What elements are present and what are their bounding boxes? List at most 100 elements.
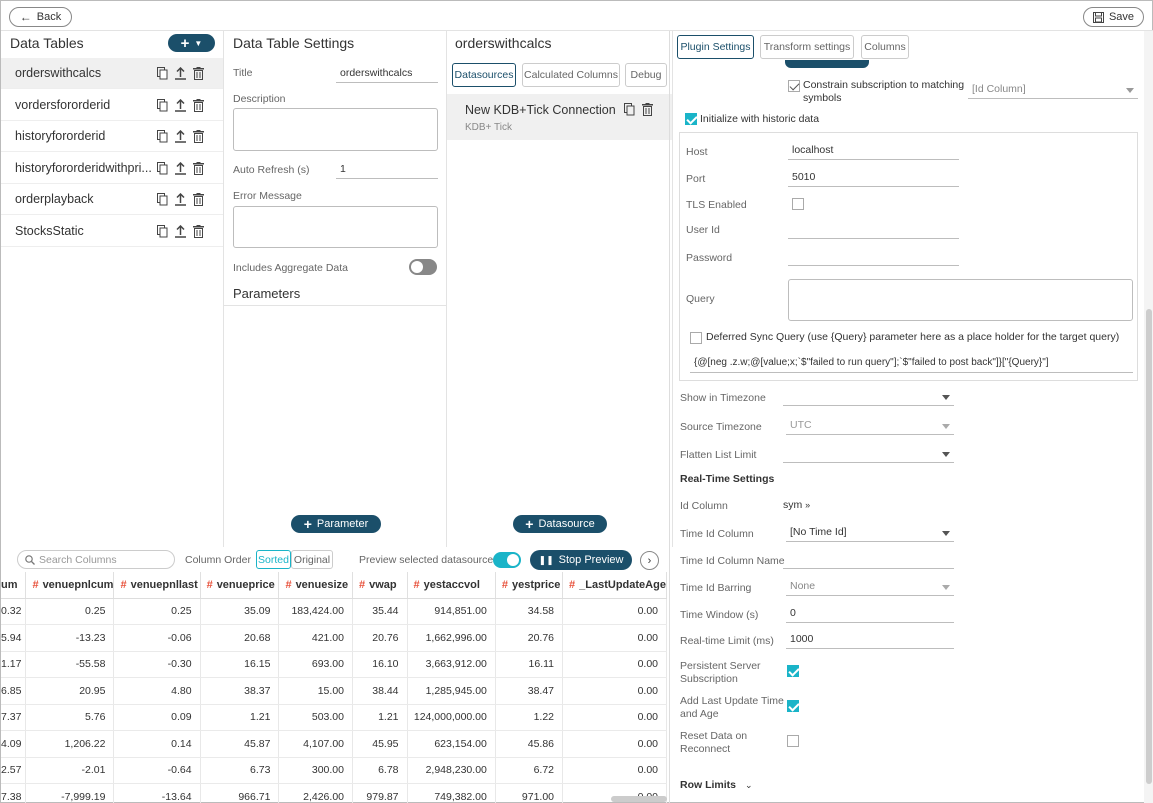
- back-button[interactable]: ← Back: [9, 7, 72, 27]
- save-button[interactable]: Save: [1083, 7, 1144, 27]
- id-column-select[interactable]: sym »: [783, 499, 810, 511]
- add-data-table-button[interactable]: + ▼: [168, 34, 215, 52]
- chevron-right-icon[interactable]: ›: [640, 551, 659, 570]
- copy-icon[interactable]: [157, 67, 168, 80]
- preview-toggle[interactable]: [493, 552, 521, 568]
- add-last-update-label: Add Last Update Time and Age: [680, 695, 784, 721]
- upload-icon[interactable]: [175, 161, 186, 175]
- table-row[interactable]: 7.37 5.76 0.09 1.21 503.00 1.21 124,000,000.00…: [1, 704, 667, 731]
- column-header[interactable]: # yestprice: [495, 572, 564, 599]
- password-input[interactable]: [788, 248, 959, 266]
- query-textarea[interactable]: [788, 279, 1133, 321]
- init-historic-checkbox[interactable]: [685, 113, 697, 125]
- constrain-id-column-select[interactable]: [Id Column]: [968, 81, 1138, 99]
- table-cell: 0.00: [562, 757, 667, 784]
- column-header[interactable]: # venueprice: [200, 572, 280, 599]
- flatten-select[interactable]: [783, 445, 954, 463]
- table-row[interactable]: 6.85 20.95 4.80 38.37 15.00 38.44 1,285,945.00…: [1, 677, 667, 705]
- port-input[interactable]: 5010: [788, 169, 959, 187]
- add-datasource-button[interactable]: + Datasource: [513, 515, 607, 533]
- data-table-item[interactable]: vordersfororderid: [1, 90, 223, 121]
- upload-icon[interactable]: [175, 193, 186, 206]
- copy-icon[interactable]: [157, 130, 168, 143]
- deferred-checkbox[interactable]: [690, 332, 702, 344]
- persistent-checkbox[interactable]: [787, 665, 799, 677]
- table-row[interactable]: 2.57 -2.01 -0.64 6.73 300.00 6.78 2,948,230.00…: [1, 757, 667, 784]
- trash-icon[interactable]: [193, 193, 204, 206]
- copy-icon[interactable]: [157, 224, 168, 238]
- column-header[interactable]: um: [1, 572, 27, 599]
- time-id-select[interactable]: [No Time Id]: [786, 524, 954, 542]
- tab-calculated-columns[interactable]: Calculated Columns: [522, 63, 620, 87]
- source-timezone-select[interactable]: UTC: [786, 417, 954, 435]
- copy-icon[interactable]: [157, 193, 168, 206]
- error-message-textarea[interactable]: [233, 206, 438, 248]
- constrain-checkbox[interactable]: [788, 80, 800, 92]
- auto-refresh-input[interactable]: 1: [336, 161, 438, 179]
- sorted-toggle[interactable]: Sorted: [256, 550, 291, 569]
- datasource-item[interactable]: New KDB+Tick Connection KDB+ Tick: [447, 94, 672, 140]
- column-header[interactable]: # _LastUpdateAge: [562, 572, 667, 599]
- table-cell: 16.11: [495, 651, 564, 678]
- timezone-select[interactable]: [783, 388, 954, 406]
- trash-icon[interactable]: [193, 98, 204, 112]
- tls-checkbox[interactable]: [792, 198, 804, 210]
- tab-datasources[interactable]: Datasources: [452, 63, 516, 87]
- table-cell: 0.00: [562, 598, 667, 625]
- horizontal-scrollbar[interactable]: [611, 796, 667, 802]
- trash-icon[interactable]: [642, 103, 653, 116]
- collapsed-button[interactable]: [785, 60, 869, 68]
- deferred-query-input[interactable]: {@[neg .z.w;@[value;x;`$"failed to run q…: [690, 355, 1133, 373]
- table-cell: -0.64: [113, 757, 201, 784]
- table-row[interactable]: 0.32 0.25 0.25 35.09 183,424.00 35.44 914,851.…: [1, 598, 667, 625]
- data-table-item[interactable]: orderswithcalcs: [1, 58, 223, 89]
- upload-icon[interactable]: [175, 98, 186, 112]
- aggregate-toggle[interactable]: [409, 259, 437, 275]
- column-header[interactable]: # venuesize: [278, 572, 353, 599]
- tab-debug[interactable]: Debug: [625, 63, 667, 87]
- window-input[interactable]: 0: [786, 605, 954, 623]
- add-last-update-checkbox[interactable]: [787, 700, 799, 712]
- table-row[interactable]: 1.17 -55.58 -0.30 16.15 693.00 16.10 3,663,912…: [1, 651, 667, 678]
- barring-select[interactable]: None: [786, 578, 954, 596]
- copy-icon[interactable]: [157, 98, 168, 112]
- row-limits-header[interactable]: Row Limits ⌄: [680, 779, 752, 791]
- description-textarea[interactable]: [233, 108, 438, 151]
- userid-input[interactable]: [788, 221, 959, 239]
- trash-icon[interactable]: [193, 161, 204, 175]
- tab-plugin-settings[interactable]: Plugin Settings: [677, 35, 754, 59]
- trash-icon[interactable]: [193, 130, 204, 143]
- table-cell: 35.44: [352, 598, 408, 625]
- vertical-scrollbar[interactable]: [1144, 31, 1153, 803]
- data-table-item[interactable]: StocksStatic: [1, 216, 223, 247]
- table-row[interactable]: 4.09 1,206.22 0.14 45.87 4,107.00 45.95 623,15…: [1, 730, 667, 758]
- time-id-name-input[interactable]: [783, 551, 954, 569]
- column-header[interactable]: # venuepnlcum: [25, 572, 115, 599]
- upload-icon[interactable]: [175, 130, 186, 143]
- data-table-item[interactable]: orderplayback: [1, 184, 223, 215]
- tab-columns[interactable]: Columns: [861, 35, 909, 59]
- rt-limit-input[interactable]: 1000: [786, 631, 954, 649]
- trash-icon[interactable]: [193, 67, 204, 80]
- copy-icon[interactable]: [157, 161, 168, 175]
- upload-icon[interactable]: [175, 224, 186, 238]
- column-header[interactable]: # yestaccvol: [407, 572, 496, 599]
- tab-transform-settings[interactable]: Transform settings: [760, 35, 854, 59]
- data-table-item[interactable]: historyfororderid: [1, 121, 223, 152]
- add-parameter-button[interactable]: + Parameter: [291, 515, 381, 533]
- trash-icon[interactable]: [193, 224, 204, 238]
- title-input[interactable]: orderswithcalcs: [336, 65, 438, 83]
- original-toggle[interactable]: Original: [291, 550, 333, 569]
- table-row[interactable]: 7.38 -7,999.19 -13.64 966.71 2,426.00 979.87 7…: [1, 783, 667, 803]
- host-input[interactable]: localhost: [788, 142, 959, 160]
- reset-data-checkbox[interactable]: [787, 735, 799, 747]
- table-row[interactable]: 5.94 -13.23 -0.06 20.68 421.00 20.76 1,662,996…: [1, 624, 667, 652]
- column-header[interactable]: # vwap: [352, 572, 408, 599]
- column-header[interactable]: # venuepnllast: [113, 572, 201, 599]
- copy-icon[interactable]: [624, 103, 635, 116]
- search-columns-input[interactable]: Search Columns: [17, 550, 175, 569]
- upload-icon[interactable]: [175, 67, 186, 80]
- stop-preview-button[interactable]: ❚❚ Stop Preview: [530, 550, 632, 570]
- data-table-item[interactable]: historyfororderidwithpri...: [1, 153, 223, 184]
- scrollbar-thumb[interactable]: [1146, 309, 1152, 784]
